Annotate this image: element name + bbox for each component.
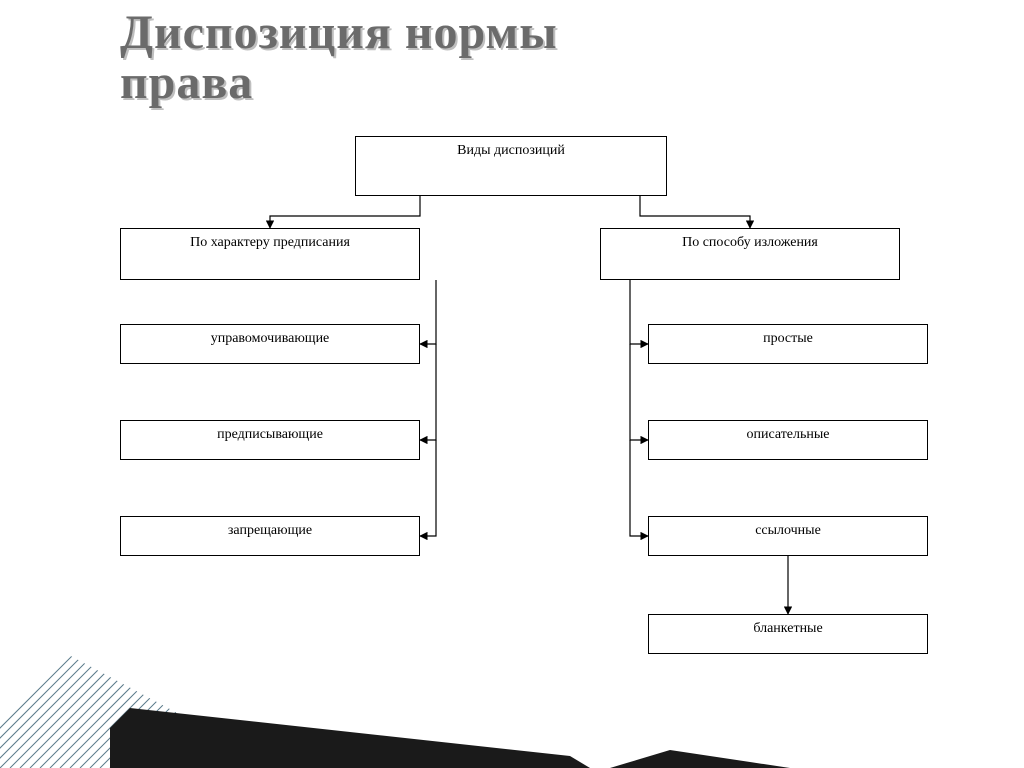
edge-left-l3 xyxy=(420,440,436,536)
edge-root-left xyxy=(270,196,420,228)
node-r1: простые xyxy=(648,324,928,364)
page-title: Диспозиция нормы права xyxy=(120,8,558,109)
node-root: Виды диспозиций xyxy=(355,136,667,196)
node-right-label: По способу изложения xyxy=(682,235,818,251)
node-l2-label: предписывающие xyxy=(217,427,323,443)
edge-root-right xyxy=(640,196,750,228)
decor-black xyxy=(110,658,790,768)
node-left-label: По характеру предписания xyxy=(190,235,350,251)
edge-right-r2 xyxy=(630,344,648,440)
node-left: По характеру предписания xyxy=(120,228,420,280)
node-root-label: Виды диспозиций xyxy=(457,143,565,159)
node-l3: запрещающие xyxy=(120,516,420,556)
node-r2: описательные xyxy=(648,420,928,460)
node-r4: бланкетные xyxy=(648,614,928,654)
node-r4-label: бланкетные xyxy=(753,621,822,637)
node-r3: ссылочные xyxy=(648,516,928,556)
node-right: По способу изложения xyxy=(600,228,900,280)
title-line2: права xyxy=(120,56,253,109)
edge-right-r1 xyxy=(630,280,648,344)
edge-right-r3 xyxy=(630,440,648,536)
node-r2-label: описательные xyxy=(746,427,829,443)
node-l3-label: запрещающие xyxy=(228,523,312,539)
edge-left-l2 xyxy=(420,344,436,440)
title-line1: Диспозиция нормы xyxy=(120,6,558,59)
node-l2: предписывающие xyxy=(120,420,420,460)
node-l1-label: управомочивающие xyxy=(211,331,330,347)
edge-left-l1 xyxy=(420,280,436,344)
node-l1: управомочивающие xyxy=(120,324,420,364)
node-r1-label: простые xyxy=(763,331,813,347)
node-r3-label: ссылочные xyxy=(755,523,821,539)
